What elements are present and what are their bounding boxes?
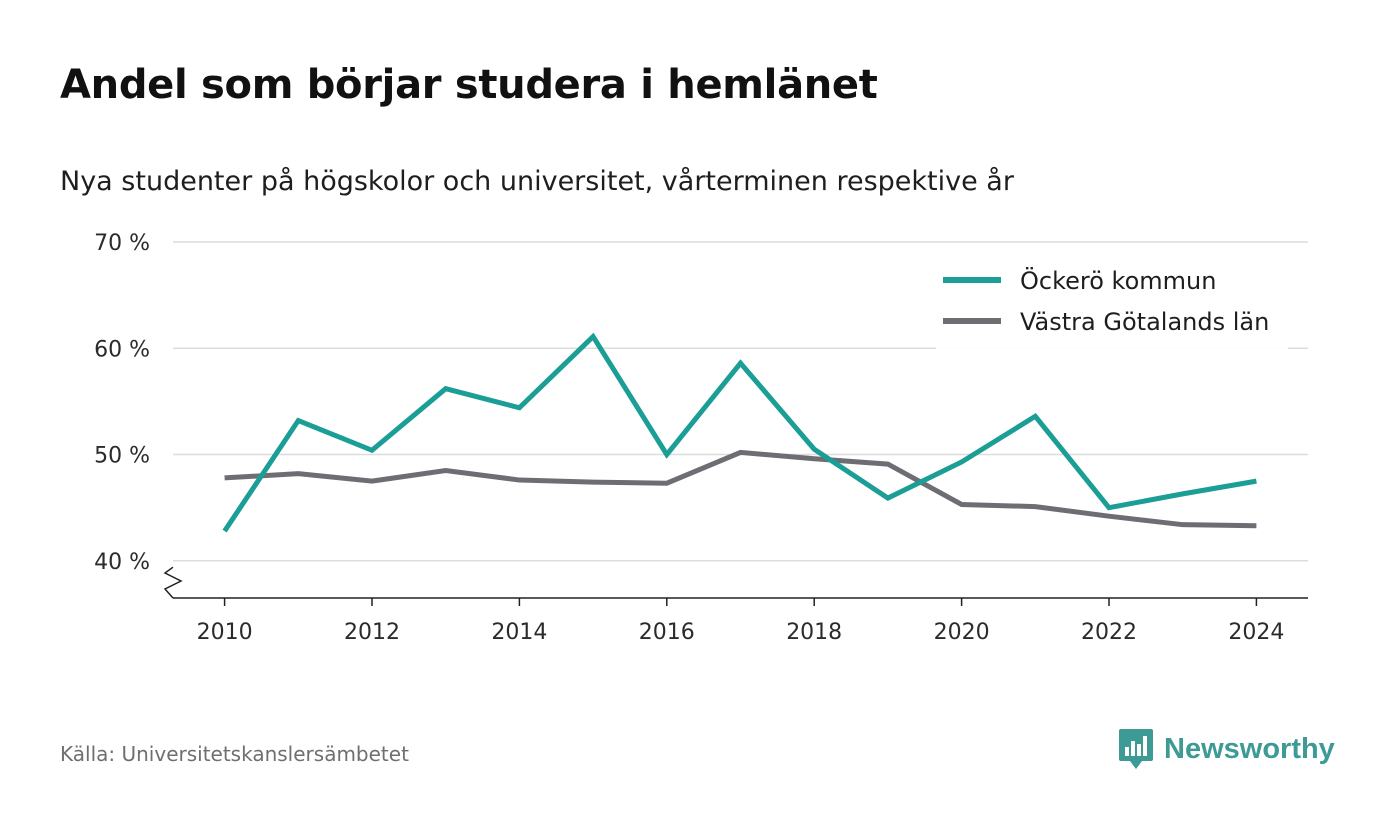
legend-box [936,258,1288,350]
y-tick-label: 50 % [94,444,150,469]
series-line-1 [224,449,1257,529]
series-line-0 [222,332,1257,533]
x-tick-label: 2022 [1081,620,1137,645]
x-tick-label: 2024 [1228,620,1284,645]
y-tick-label: 70 % [94,231,150,256]
x-tick-label: 2014 [491,620,547,645]
y-tick-label: 60 % [94,337,150,362]
brand-logo: Newsworthy [1118,727,1335,771]
axis-break-marker [163,566,183,599]
line-chart: 40 % 50 % 60 % 70 % 2010 2012 2014 2016 2018 2020… [94,231,1308,645]
x-tick-label: 2010 [197,620,253,645]
newsworthy-logo-icon [1119,729,1153,769]
x-tick-label: 2012 [344,620,400,645]
legend-label: Öckerö kommun [1020,266,1216,295]
brand-name: Newsworthy [1164,732,1335,765]
legend-label: Västra Götalands län [1020,308,1269,336]
x-tick-label: 2018 [786,620,842,645]
x-tick-label: 2016 [639,620,695,645]
y-tick-label: 40 % [94,550,150,575]
source-note: Källa: Universitetskanslersämbetet [60,742,409,766]
chart-title: Andel som börjar studera i hemlänet [60,62,878,108]
chart-subtitle: Nya studenter på högskolor och universit… [60,166,1014,197]
x-tick-label: 2020 [934,620,990,645]
